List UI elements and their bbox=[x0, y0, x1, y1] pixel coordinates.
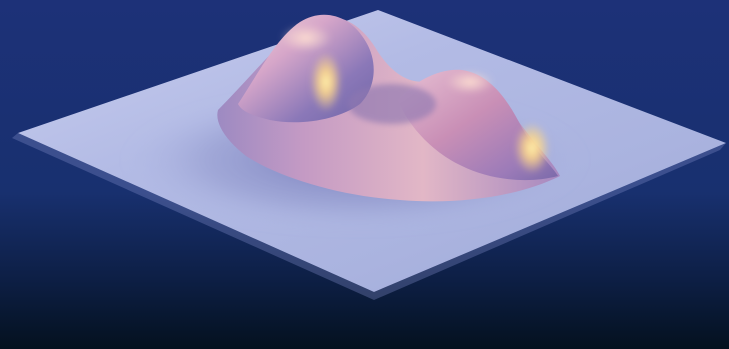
right-peak-highlight bbox=[514, 122, 550, 174]
left-peak-highlight bbox=[310, 52, 342, 112]
left-peak-glow bbox=[280, 24, 332, 52]
surface-center-dip bbox=[348, 84, 436, 124]
right-peak-glow bbox=[446, 70, 494, 94]
